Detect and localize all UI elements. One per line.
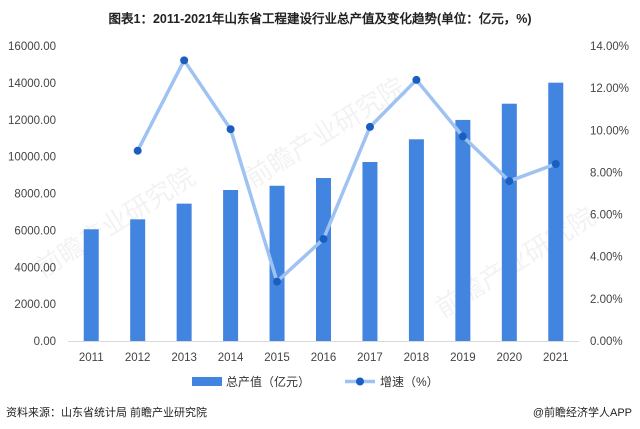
x-tick-label: 2012: [125, 352, 151, 364]
bar: [83, 229, 99, 341]
y-left-tick-label: 0.00: [34, 336, 56, 348]
y-left-tick-label: 4000.00: [14, 262, 56, 274]
x-tick-label: 2017: [357, 352, 383, 364]
bar: [130, 219, 146, 341]
legend-bar-swatch: [192, 377, 222, 386]
y-left-tick-label: 12000.00: [8, 115, 56, 127]
growth-point: [319, 235, 328, 244]
legend-line-marker: [356, 377, 364, 386]
x-tick-label: 2011: [79, 352, 104, 364]
y-left-tick-label: 16000.00: [8, 41, 56, 53]
y-right-tick-label: 8.00%: [590, 167, 623, 179]
y-left-tick-label: 8000.00: [14, 189, 56, 201]
x-tick-label: 2014: [218, 352, 244, 364]
y-left-tick-label: 10000.00: [8, 152, 56, 164]
legend-line-label: 增速（%）: [380, 375, 439, 389]
bar: [455, 119, 471, 341]
x-tick-label: 2020: [497, 352, 523, 364]
x-tick-label: 2013: [171, 352, 197, 364]
growth-point: [180, 56, 189, 65]
y-right-tick-label: 2.00%: [590, 294, 623, 306]
growth-point: [412, 75, 421, 84]
bar: [548, 82, 564, 342]
growth-point: [505, 177, 514, 186]
y-right-tick-label: 12.00%: [590, 83, 629, 95]
y-right-tick-label: 4.00%: [590, 252, 623, 264]
bar: [316, 178, 331, 341]
y-right-tick-label: 6.00%: [590, 210, 623, 222]
x-tick-label: 2019: [450, 352, 476, 364]
y-left-tick-label: 2000.00: [14, 299, 56, 311]
chart-svg: 前瞻产业研究院前瞻产业研究院前瞻产业研究院0.002000.004000.006…: [8, 41, 629, 389]
growth-point: [365, 122, 374, 131]
x-tick-label: 2016: [311, 352, 337, 364]
legend-bar-label: 总产值（亿元）: [226, 374, 310, 389]
y-right-tick-label: 0.00%: [590, 336, 623, 348]
brand-label: @前瞻经济学人APP: [532, 407, 632, 419]
growth-point: [458, 132, 467, 141]
bar: [176, 203, 192, 341]
growth-point: [226, 125, 235, 134]
bar: [501, 103, 517, 341]
y-right-tick-label: 10.00%: [590, 125, 629, 137]
x-tick-label: 2015: [264, 352, 290, 364]
growth-point: [133, 146, 142, 155]
growth-point: [551, 160, 560, 168]
source-note: 资料来源：山东省统计局 前瞻产业研究院: [6, 407, 208, 419]
bar: [269, 185, 285, 341]
chart-title: 图表1：2011-2021年山东省工程建设行业总产值及变化趋势(单位：亿元，%): [108, 12, 532, 26]
y-left-tick-label: 6000.00: [14, 225, 56, 237]
growth-line: [136, 58, 557, 284]
bar: [223, 189, 239, 341]
growth-point: [273, 277, 282, 286]
bar: [408, 139, 424, 341]
bar: [362, 161, 378, 341]
y-right-tick-label: 14.00%: [590, 41, 629, 53]
y-left-tick-label: 14000.00: [8, 78, 56, 90]
x-tick-label: 2018: [404, 352, 430, 364]
watermark: 前瞻产业研究院: [240, 71, 410, 193]
x-tick-label: 2021: [543, 352, 569, 364]
